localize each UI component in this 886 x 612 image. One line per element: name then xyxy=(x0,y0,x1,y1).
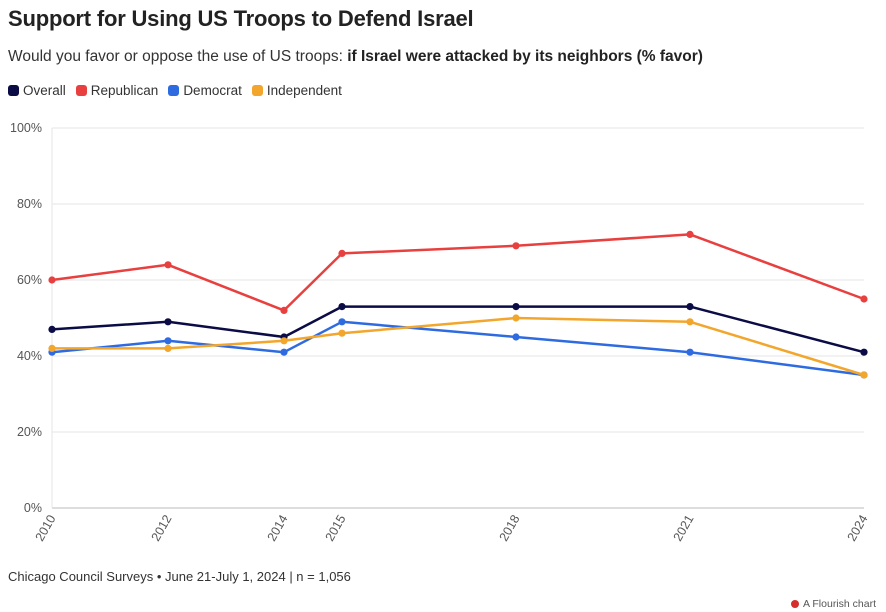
y-tick-label: 20% xyxy=(17,425,42,439)
series-lines xyxy=(48,230,868,379)
legend-swatch-republican xyxy=(75,85,87,96)
data-point-democrat[interactable] xyxy=(512,333,520,341)
data-point-republican[interactable] xyxy=(860,295,868,303)
series-line-overall[interactable] xyxy=(50,305,866,354)
data-point-independent[interactable] xyxy=(48,344,56,352)
data-point-overall[interactable] xyxy=(48,325,56,333)
series-republican xyxy=(48,230,868,314)
subtitle-question: Would you favor or oppose the use of US … xyxy=(8,48,343,65)
x-tick-label: 2021 xyxy=(671,512,697,543)
legend: Overall Republican Democrat Independent xyxy=(8,83,342,98)
data-point-republican[interactable] xyxy=(338,249,346,257)
x-tick-label: 2015 xyxy=(323,512,349,543)
x-tick-label: 2010 xyxy=(33,512,59,543)
gridlines xyxy=(51,127,864,509)
legend-label-independent: Independent xyxy=(266,83,342,98)
data-point-republican[interactable] xyxy=(48,276,56,284)
y-tick-label: 60% xyxy=(17,273,42,287)
legend-item-overall[interactable]: Overall xyxy=(8,83,66,98)
series-line-republican[interactable] xyxy=(50,233,866,312)
series-democrat xyxy=(48,318,868,379)
legend-item-independent[interactable]: Independent xyxy=(251,83,342,98)
data-point-democrat[interactable] xyxy=(338,318,346,326)
legend-item-republican[interactable]: Republican xyxy=(75,83,159,98)
legend-item-democrat[interactable]: Democrat xyxy=(168,83,242,98)
data-point-independent[interactable] xyxy=(164,344,172,352)
y-tick-label: 40% xyxy=(17,349,42,363)
data-point-republican[interactable] xyxy=(164,261,172,269)
series-line-independent[interactable] xyxy=(50,316,866,377)
flourish-logo-icon xyxy=(791,600,800,608)
data-point-independent[interactable] xyxy=(280,337,288,345)
y-tick-label: 100% xyxy=(10,121,42,135)
data-point-republican[interactable] xyxy=(686,230,694,238)
source-note: Chicago Council Surveys • June 21-July 1… xyxy=(8,569,351,584)
y-tick-label: 0% xyxy=(24,501,42,515)
x-tick-label: 2018 xyxy=(497,512,523,543)
data-point-independent[interactable] xyxy=(860,371,868,379)
y-tick-label: 80% xyxy=(17,197,42,211)
data-point-independent[interactable] xyxy=(512,314,520,322)
legend-swatch-overall xyxy=(8,85,19,96)
data-point-overall[interactable] xyxy=(860,348,868,356)
series-independent xyxy=(48,314,868,379)
data-point-independent[interactable] xyxy=(686,318,694,326)
data-point-republican[interactable] xyxy=(512,242,520,250)
x-tick-label: 2014 xyxy=(265,512,291,543)
x-tick-label: 2024 xyxy=(845,512,871,543)
y-axis-tick-labels: 0% 20% 40% 60% 80% 100% xyxy=(10,121,42,515)
legend-label-republican: Republican xyxy=(90,83,159,98)
flourish-credit[interactable]: A Flourish chart xyxy=(791,598,876,610)
legend-label-democrat: Democrat xyxy=(183,83,242,98)
data-point-republican[interactable] xyxy=(280,306,288,314)
data-point-overall[interactable] xyxy=(686,303,694,311)
chart-subtitle: Would you favor or oppose the use of US … xyxy=(8,48,703,66)
x-axis-tick-labels: 2010 2012 2014 2015 2018 2021 2024 xyxy=(33,512,871,543)
data-point-independent[interactable] xyxy=(338,329,346,337)
legend-swatch-independent xyxy=(251,85,263,96)
legend-swatch-democrat xyxy=(168,85,180,96)
x-tick-label: 2012 xyxy=(149,512,175,543)
data-point-overall[interactable] xyxy=(164,318,172,326)
data-point-democrat[interactable] xyxy=(686,348,694,356)
chart-title: Support for Using US Troops to Defend Is… xyxy=(8,6,474,31)
data-point-democrat[interactable] xyxy=(164,337,172,345)
data-point-overall[interactable] xyxy=(338,303,346,311)
data-point-overall[interactable] xyxy=(512,303,520,311)
subtitle-condition: if Israel were attacked by its neighbors… xyxy=(347,48,703,65)
series-overall xyxy=(48,303,868,356)
flourish-credit-label: A Flourish chart xyxy=(803,598,876,610)
data-point-democrat[interactable] xyxy=(280,348,288,356)
legend-label-overall: Overall xyxy=(23,83,66,98)
